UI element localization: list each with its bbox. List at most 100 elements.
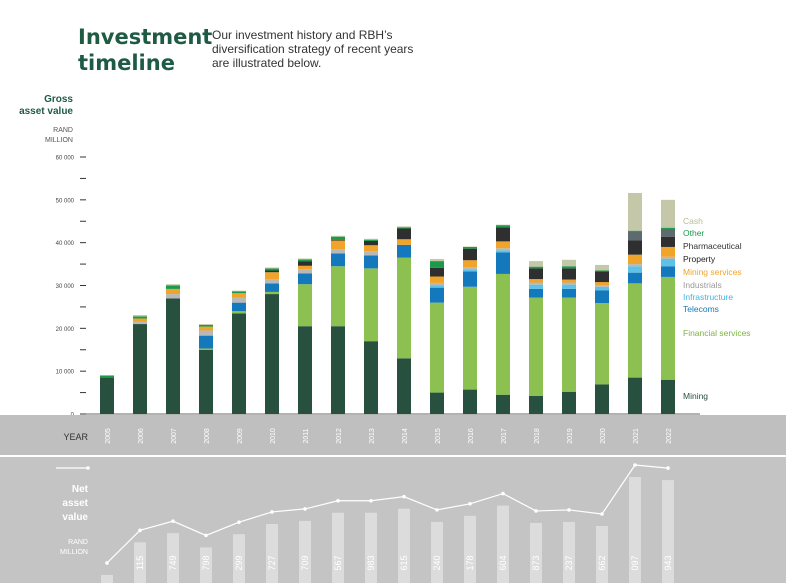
bar-segment-industrials-2021 xyxy=(628,264,642,267)
bar-segment-mining_services-2020 xyxy=(595,282,609,286)
bar-segment-industrials-2016 xyxy=(463,267,477,270)
bar-segment-other-2017 xyxy=(496,225,510,228)
bar-segment-property-2016 xyxy=(463,248,477,261)
net-bar-2008 xyxy=(200,547,212,583)
intro-line-1: Our investment history and RBH’s xyxy=(212,28,393,42)
bar-segment-industrials-2010 xyxy=(265,279,279,284)
bar-segment-telecoms-2015 xyxy=(430,287,444,303)
net-bar-2021 xyxy=(629,477,641,583)
bar-segment-mining-2020 xyxy=(595,384,609,414)
bar-segment-financial_services-2019 xyxy=(562,297,576,392)
net-bar-2010 xyxy=(266,523,278,583)
bar-segment-financial_services-2008 xyxy=(199,348,213,350)
bar-segment-property-2011 xyxy=(298,261,312,266)
net-value-label-2009: 299 xyxy=(234,555,244,570)
y-tick-label: 60 000 xyxy=(56,156,75,162)
bar-segment-mining-2007 xyxy=(166,298,180,414)
bar-segment-industrials-2022 xyxy=(661,256,675,259)
bar-segment-financial_services-2017 xyxy=(496,273,510,395)
bar-segment-property-2015 xyxy=(430,267,444,277)
net-asset-value-line xyxy=(105,463,670,565)
net-bar-2013 xyxy=(365,512,377,583)
bar-segment-cash-2008 xyxy=(199,324,213,325)
bar-segment-other-2013 xyxy=(364,239,378,241)
bar-segment-cash-2021 xyxy=(628,192,642,231)
bar-segment-property-2017 xyxy=(496,227,510,242)
legend-item-cash: Cash xyxy=(683,216,703,226)
bar-segment-property-2020 xyxy=(595,271,609,283)
bar-segment-mining-2017 xyxy=(496,394,510,414)
legend-item-telecoms: Telecoms xyxy=(683,304,719,314)
bar-segment-other-2008 xyxy=(199,324,213,327)
net-bar-2005 xyxy=(101,574,113,583)
bar-segment-cash-2022 xyxy=(661,199,675,228)
bar-segment-pharmaceutical-2022 xyxy=(661,228,675,237)
bar-segment-cash-2020 xyxy=(595,264,609,271)
bar-segment-industrials-2006 xyxy=(133,321,147,325)
bar-segment-telecoms-2016 xyxy=(463,271,477,287)
x-tick-label-2018: 2018 xyxy=(534,428,541,444)
bar-segment-financial_services-2021 xyxy=(628,283,642,378)
x-axis-labels: 2005 2006 2007 2008 2009 2010 2011 2012 2013 2014… xyxy=(105,428,673,444)
bar-segment-mining-2005 xyxy=(100,377,114,414)
bar-segment-property-2021 xyxy=(628,240,642,255)
legend-item-other: Other xyxy=(683,228,704,238)
bar-segment-infrastructure-2022 xyxy=(661,258,675,267)
net-point-2010 xyxy=(270,510,274,514)
bar-segment-cash-2018 xyxy=(529,261,543,267)
bar-segment-industrials-2018 xyxy=(529,282,543,285)
legend-item-mining_services: Mining services xyxy=(683,267,742,277)
net-point-2020 xyxy=(600,512,604,516)
net-point-2009 xyxy=(237,520,241,524)
net-point-2014 xyxy=(402,494,406,499)
y-tick-label: 20 000 xyxy=(56,327,75,333)
x-tick-label-2010: 2010 xyxy=(270,428,277,444)
legend-item-pharmaceutical: Pharmaceutical xyxy=(683,241,742,251)
bar-segment-other-2014 xyxy=(397,227,411,229)
bar-segment-property-2018 xyxy=(529,268,543,280)
net-legend-marker xyxy=(86,466,90,470)
gross-axis-unit-line-1: RAND xyxy=(53,127,73,134)
bar-segment-cash-2019 xyxy=(562,259,576,267)
bar-segment-infrastructure-2019 xyxy=(562,284,576,289)
x-tick-label-2015: 2015 xyxy=(435,428,442,444)
bar-segment-mining_services-2011 xyxy=(298,265,312,270)
bar-segment-industrials-2020 xyxy=(595,285,609,287)
bar-segment-mining_services-2007 xyxy=(166,288,180,295)
x-tick-label-2011: 2011 xyxy=(303,428,310,443)
net-point-2021 xyxy=(633,463,637,467)
bar-segment-industrials-2013 xyxy=(364,251,378,256)
legend: Cash Other Pharmaceutical Property Mining se… xyxy=(683,216,751,401)
bar-segment-cash-2007 xyxy=(166,284,180,286)
bar-segment-mining-2015 xyxy=(430,392,444,414)
net-bar-2009 xyxy=(233,534,245,583)
bar-segment-telecoms-2009 xyxy=(232,302,246,312)
net-bar-2018 xyxy=(530,522,542,583)
net-bar-2019 xyxy=(563,521,575,583)
net-value-label-2015: 240 xyxy=(432,555,442,570)
legend-item-mining: Mining xyxy=(683,391,708,401)
bar-segment-mining_services-2008 xyxy=(199,326,213,331)
page-title: Investment timeline xyxy=(78,24,212,76)
net-point-2015 xyxy=(435,508,439,512)
bar-segment-telecoms-2019 xyxy=(562,288,576,298)
x-tick-label-2005: 2005 xyxy=(105,428,112,444)
net-point-2013 xyxy=(369,498,373,503)
bar-segment-mining-2012 xyxy=(331,326,345,414)
net-bar-2014 xyxy=(398,508,410,583)
bar-segment-cash-2011 xyxy=(298,258,312,260)
bar-segment-other-2019 xyxy=(562,266,576,269)
gross-asset-value-axis-title: Gross asset value RAND MILLION xyxy=(19,94,73,144)
bar-segment-cash-2016 xyxy=(463,246,477,248)
bar-segment-mining-2013 xyxy=(364,341,378,414)
net-point-2006 xyxy=(138,528,142,533)
net-value-label-2011: 709 xyxy=(300,555,310,570)
bar-segment-financial_services-2009 xyxy=(232,311,246,314)
net-bar-2012 xyxy=(332,512,344,583)
bar-segment-mining-2014 xyxy=(397,358,411,414)
bar-segment-telecoms-2012 xyxy=(331,253,345,267)
net-point-2012 xyxy=(336,498,340,503)
net-value-label-2022: 943 xyxy=(663,555,673,570)
bar-segment-property-2012 xyxy=(331,239,345,241)
intro-line-3: are illustrated below. xyxy=(212,56,322,70)
